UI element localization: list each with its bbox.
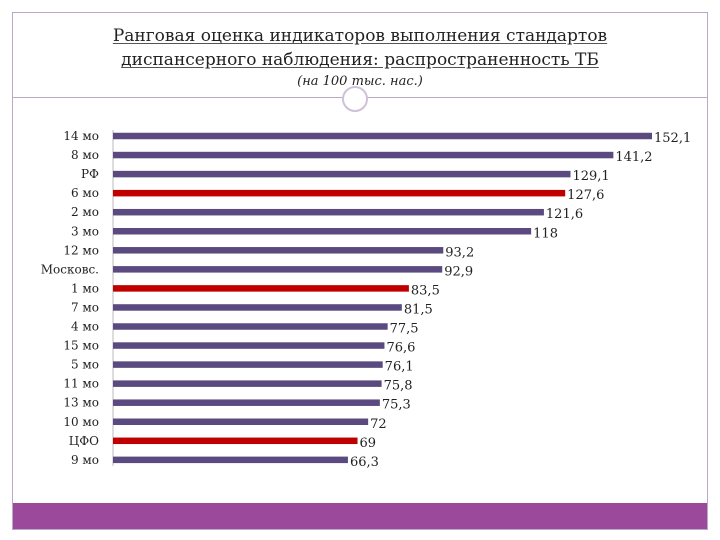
data-label: 77,5 bbox=[390, 322, 419, 337]
data-label: 69 bbox=[360, 436, 377, 451]
footer-bar bbox=[13, 503, 707, 529]
category-label: 13 мо bbox=[63, 396, 99, 410]
bar bbox=[113, 323, 388, 330]
bar bbox=[113, 170, 571, 178]
category-label: РФ bbox=[81, 167, 99, 181]
data-label: 93,2 bbox=[445, 245, 474, 260]
category-label: 3 мо bbox=[71, 224, 99, 238]
category-label: 10 мо bbox=[63, 415, 99, 429]
bar bbox=[113, 437, 358, 445]
bar bbox=[113, 342, 385, 349]
data-label: 92,9 bbox=[444, 264, 473, 279]
bar bbox=[113, 399, 380, 406]
data-label: 75,3 bbox=[382, 398, 411, 413]
data-label: 127,6 bbox=[567, 188, 604, 203]
data-label: 76,6 bbox=[386, 341, 415, 356]
category-label: 14 мо bbox=[63, 129, 99, 143]
bar bbox=[113, 132, 652, 140]
bar bbox=[113, 361, 383, 368]
bar bbox=[113, 380, 382, 387]
page-title: Ранговая оценка индикаторов выполнения с… bbox=[12, 24, 708, 72]
category-label: 1 мо bbox=[71, 281, 99, 295]
data-label: 152,1 bbox=[654, 131, 691, 146]
data-label: 66,3 bbox=[350, 455, 379, 470]
category-label: 11 мо bbox=[63, 377, 99, 391]
data-label: 141,2 bbox=[615, 150, 652, 165]
data-label: 129,1 bbox=[572, 169, 609, 184]
bar bbox=[113, 418, 369, 425]
bar bbox=[113, 456, 348, 464]
category-label: 8 мо bbox=[71, 148, 99, 162]
category-label: Московс. bbox=[41, 262, 99, 276]
category-label: 12 мо bbox=[63, 243, 99, 257]
data-label: 118 bbox=[533, 226, 558, 241]
title-line-2: диспансерного наблюдения: распространенн… bbox=[121, 50, 599, 70]
bar bbox=[113, 151, 614, 159]
category-label: 15 мо bbox=[63, 339, 99, 353]
data-label: 75,8 bbox=[384, 379, 413, 394]
divider-ornament bbox=[342, 86, 368, 112]
category-label: 7 мо bbox=[71, 300, 99, 314]
title-line-1: Ранговая оценка индикаторов выполнения с… bbox=[112, 26, 608, 46]
bar bbox=[113, 285, 409, 292]
category-label: 2 мо bbox=[71, 205, 99, 219]
bar bbox=[113, 228, 532, 235]
category-label: 9 мо bbox=[71, 453, 99, 467]
bar bbox=[113, 208, 544, 216]
bar bbox=[113, 304, 402, 311]
data-label: 72 bbox=[370, 417, 387, 432]
category-label: 4 мо bbox=[71, 320, 99, 334]
category-label: 5 мо bbox=[71, 358, 99, 372]
bar bbox=[113, 266, 443, 273]
data-label: 76,1 bbox=[385, 360, 414, 375]
chart-subtitle: (на 100 тыс. нас.) bbox=[297, 74, 423, 89]
bar bbox=[113, 247, 444, 254]
data-label: 121,6 bbox=[546, 207, 583, 222]
data-label: 81,5 bbox=[404, 302, 433, 317]
category-label: ЦФО bbox=[69, 434, 99, 448]
category-label: 6 мо bbox=[71, 186, 99, 200]
bar bbox=[113, 189, 566, 197]
data-label: 83,5 bbox=[411, 283, 440, 298]
